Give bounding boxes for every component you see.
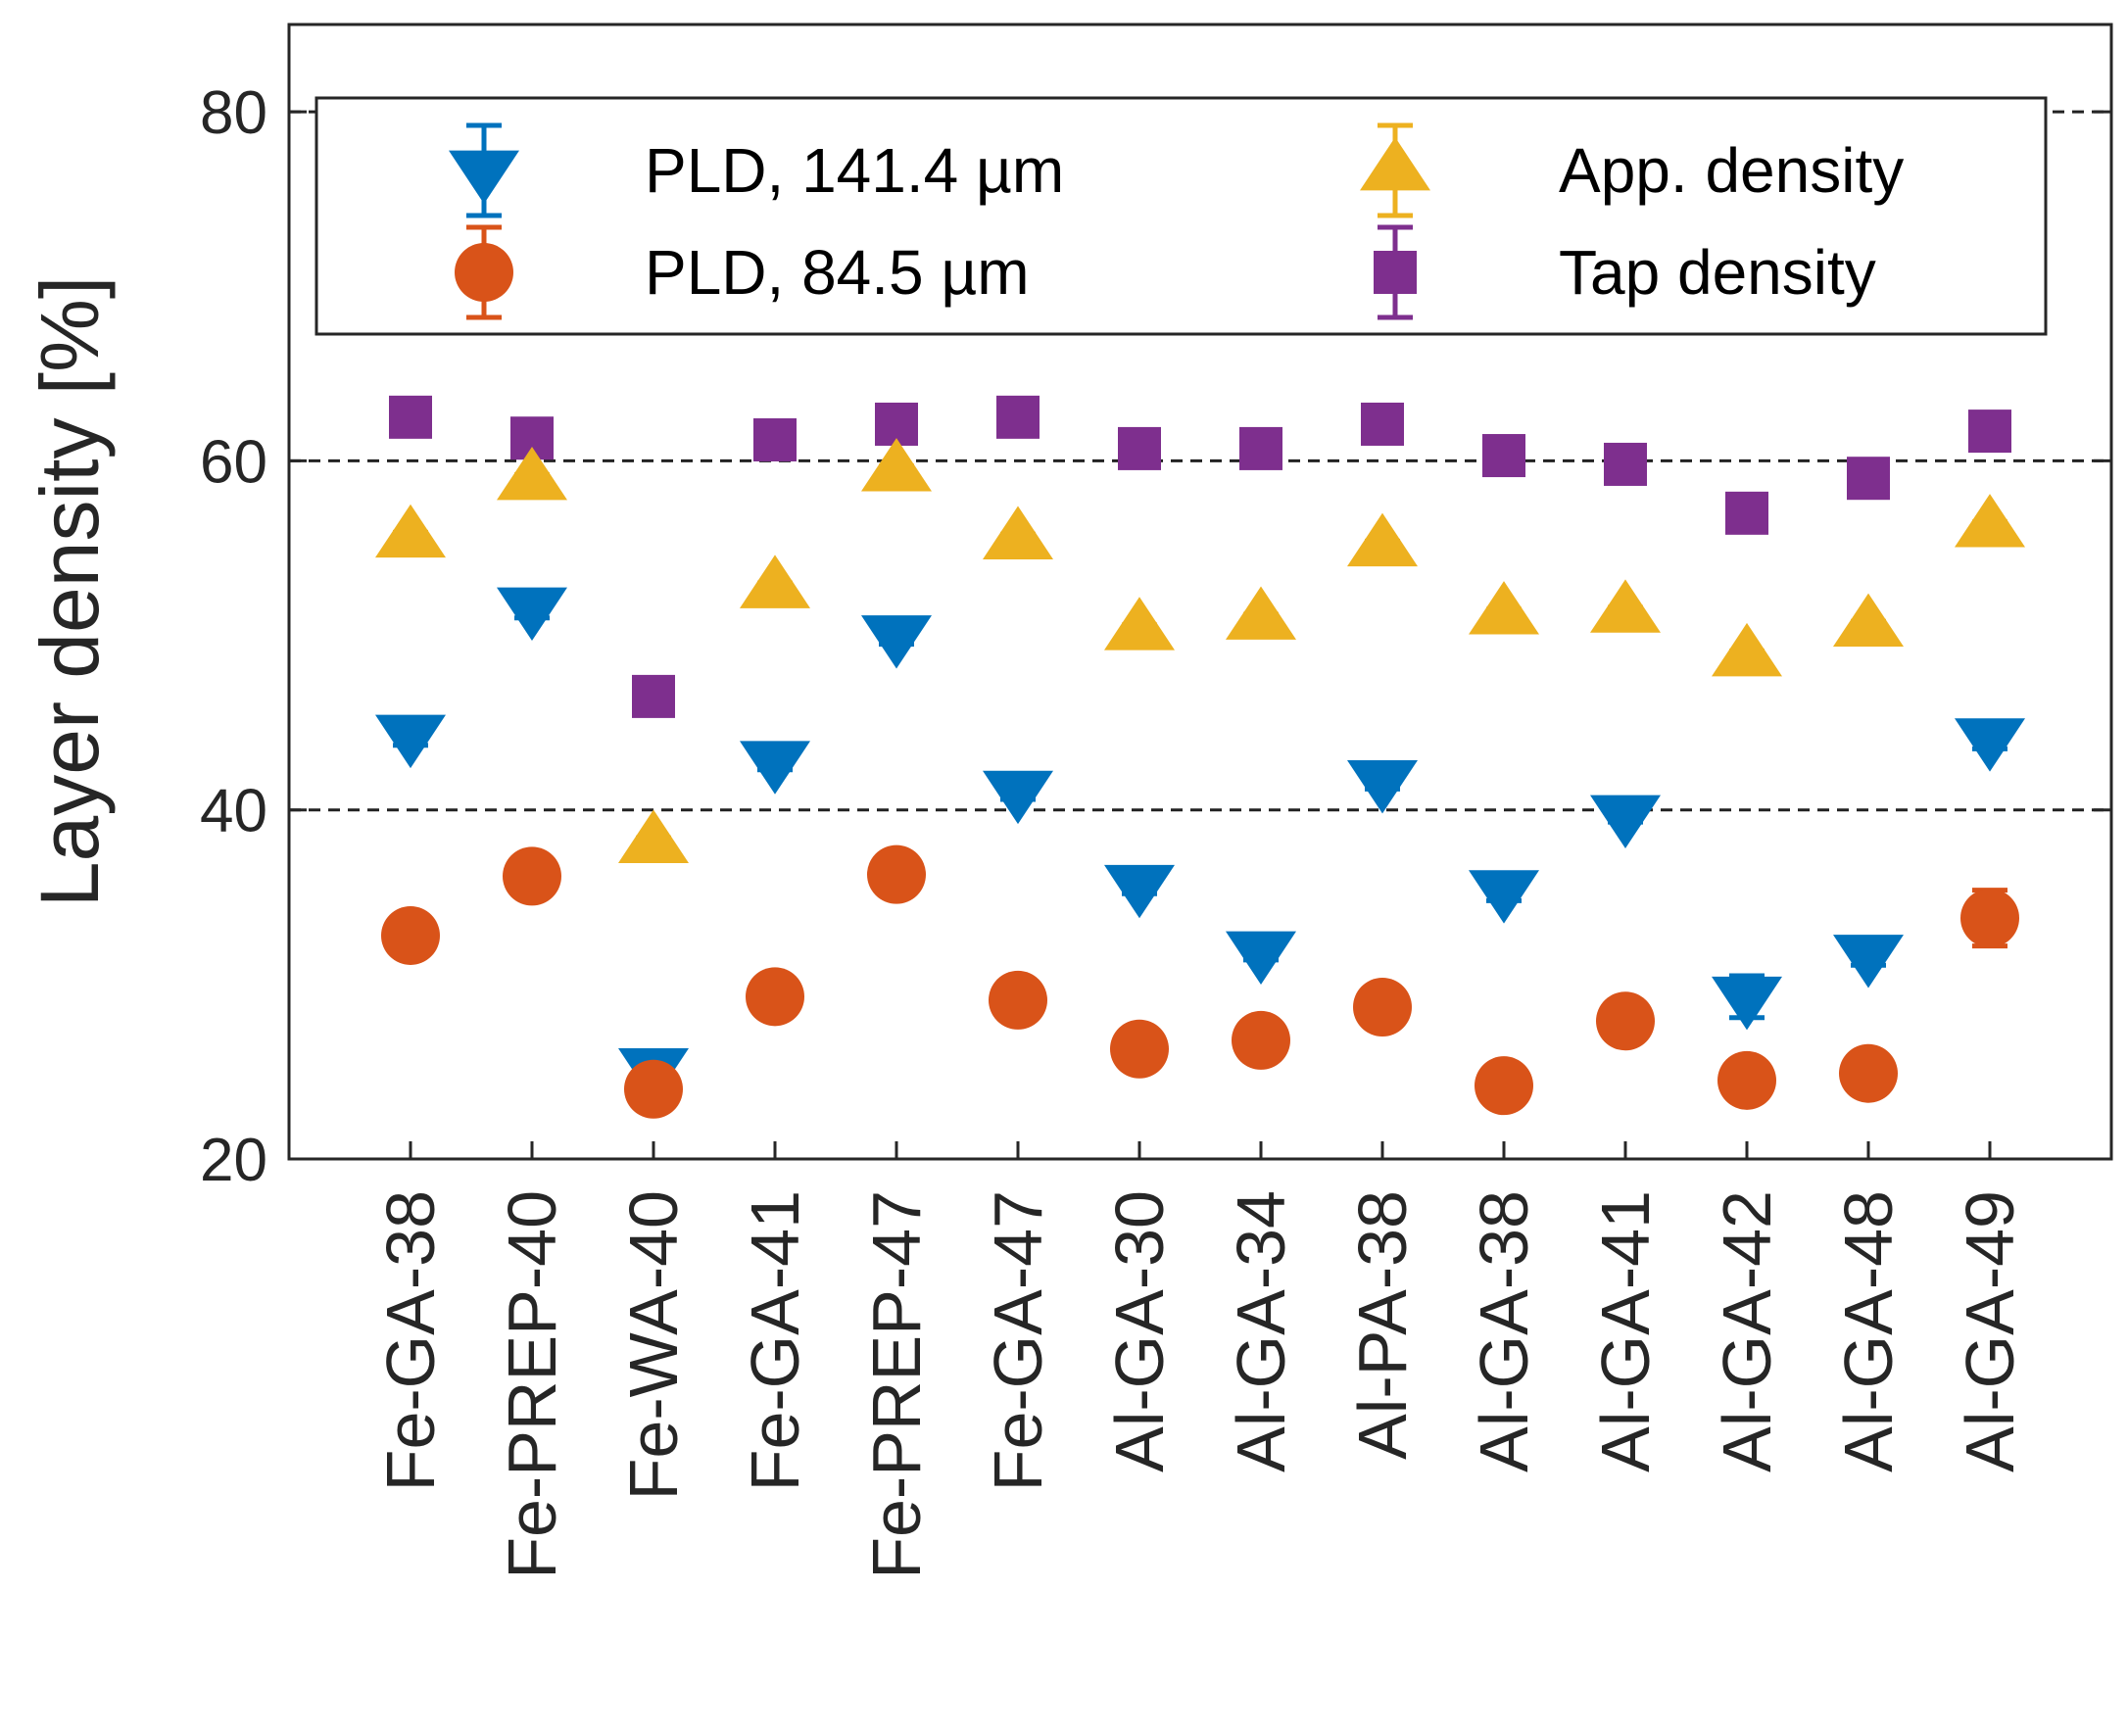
data-point bbox=[1955, 718, 2025, 772]
x-tick-label: Fe-PREP-40 bbox=[494, 1190, 570, 1579]
data-point bbox=[381, 905, 440, 965]
data-point bbox=[983, 770, 1053, 825]
data-point bbox=[1712, 622, 1782, 677]
data-point bbox=[1725, 491, 1768, 535]
legend-marker-icon bbox=[449, 150, 519, 204]
data-point bbox=[1596, 991, 1655, 1051]
y-tick-label: 20 bbox=[200, 1127, 267, 1194]
data-point bbox=[497, 587, 567, 642]
data-point bbox=[1347, 512, 1418, 567]
data-point bbox=[1104, 864, 1175, 919]
data-point bbox=[1469, 581, 1539, 635]
x-tick-label: Al-GA-48 bbox=[1830, 1190, 1907, 1472]
data-point bbox=[1110, 1019, 1169, 1079]
x-tick-label: Al-GA-38 bbox=[1466, 1190, 1542, 1472]
x-tick-label: Fe-WA-40 bbox=[615, 1190, 692, 1500]
legend-label: PLD, 141.4 µm bbox=[645, 135, 1064, 206]
legend-label: Tap density bbox=[1559, 237, 1876, 308]
data-point bbox=[996, 395, 1040, 439]
data-point bbox=[1482, 434, 1525, 478]
data-point bbox=[497, 446, 567, 501]
legend-label: PLD, 84.5 µm bbox=[645, 237, 1030, 308]
data-point bbox=[375, 714, 446, 769]
data-point bbox=[1475, 1056, 1533, 1116]
data-point bbox=[1353, 978, 1412, 1037]
legend-marker-icon bbox=[1374, 251, 1417, 294]
x-tick-label: Al-GA-30 bbox=[1101, 1190, 1178, 1472]
data-point bbox=[389, 395, 432, 439]
data-point bbox=[861, 615, 932, 669]
x-tick-label: Al-GA-41 bbox=[1587, 1190, 1664, 1472]
data-point bbox=[1712, 976, 1782, 1031]
data-point bbox=[1960, 889, 2019, 948]
data-point bbox=[1104, 597, 1175, 651]
data-point bbox=[1717, 1050, 1776, 1110]
data-point bbox=[1590, 579, 1661, 633]
x-tick-label: Fe-GA-47 bbox=[980, 1190, 1056, 1491]
data-point bbox=[989, 970, 1047, 1030]
data-point bbox=[1839, 1043, 1898, 1103]
data-point bbox=[1361, 402, 1404, 446]
data-point bbox=[861, 438, 932, 492]
data-point bbox=[632, 674, 675, 718]
data-point bbox=[1847, 457, 1890, 501]
data-marks bbox=[375, 395, 2025, 1119]
x-axis-ticks: Fe-GA-38 Fe-PREP-40 Fe-WA-40 Fe-GA-41 Fe-PRE… bbox=[372, 1141, 2028, 1579]
data-point bbox=[746, 967, 804, 1027]
legend-marker-icon bbox=[1360, 137, 1430, 191]
legend-marker-icon bbox=[455, 243, 513, 302]
legend-entry: PLD, 84.5 µm bbox=[455, 224, 1030, 320]
data-point bbox=[1347, 760, 1418, 814]
x-tick-label: Al-GA-49 bbox=[1952, 1190, 2028, 1472]
data-point bbox=[1833, 935, 1904, 989]
legend: PLD, 141.4 µm PLD, 84.5 µm App. density Tap… bbox=[314, 96, 2048, 336]
x-tick-label: Al-GA-34 bbox=[1223, 1190, 1299, 1472]
data-point bbox=[503, 846, 561, 906]
data-point bbox=[867, 844, 926, 904]
legend-box bbox=[314, 96, 2048, 336]
x-tick-label: Fe-PREP-47 bbox=[858, 1190, 935, 1579]
data-point bbox=[1968, 410, 2011, 454]
legend-label: App. density bbox=[1559, 135, 1904, 206]
x-tick-label: Al-PA-38 bbox=[1344, 1190, 1421, 1460]
series-triangle-down bbox=[375, 587, 2025, 1102]
y-tick-label: 40 bbox=[200, 778, 267, 845]
data-point bbox=[1955, 494, 2025, 548]
data-point bbox=[1226, 586, 1296, 640]
data-point bbox=[1118, 426, 1161, 470]
legend-entry: PLD, 141.4 µm bbox=[449, 122, 1064, 218]
data-point bbox=[983, 506, 1053, 559]
data-point bbox=[1604, 442, 1647, 486]
data-point bbox=[375, 504, 446, 558]
series-circle bbox=[381, 844, 2019, 1119]
data-point bbox=[1833, 593, 1904, 648]
y-axis-label: Layer density [%] bbox=[24, 276, 116, 907]
axes-box bbox=[287, 23, 2113, 1161]
legend-entry: Tap density bbox=[1374, 224, 1876, 320]
x-tick-label: Fe-GA-38 bbox=[372, 1190, 449, 1491]
x-tick-label: Al-GA-42 bbox=[1709, 1190, 1785, 1472]
y-tick-label: 60 bbox=[200, 428, 267, 496]
data-point bbox=[740, 555, 810, 608]
data-point bbox=[740, 741, 810, 795]
data-point bbox=[1590, 795, 1661, 849]
y-axis-ticks: 20 40 60 80 bbox=[200, 79, 2111, 1194]
data-point bbox=[1469, 870, 1539, 924]
data-point bbox=[618, 809, 689, 863]
series-triangle-up bbox=[375, 438, 2025, 863]
legend-entry: App. density bbox=[1360, 122, 1904, 218]
data-point bbox=[1226, 931, 1296, 985]
data-point bbox=[1239, 426, 1282, 470]
data-point bbox=[624, 1059, 683, 1119]
data-point bbox=[1232, 1010, 1290, 1070]
data-point bbox=[753, 418, 797, 462]
y-tick-label: 80 bbox=[200, 79, 267, 147]
x-tick-label: Fe-GA-41 bbox=[737, 1190, 813, 1491]
